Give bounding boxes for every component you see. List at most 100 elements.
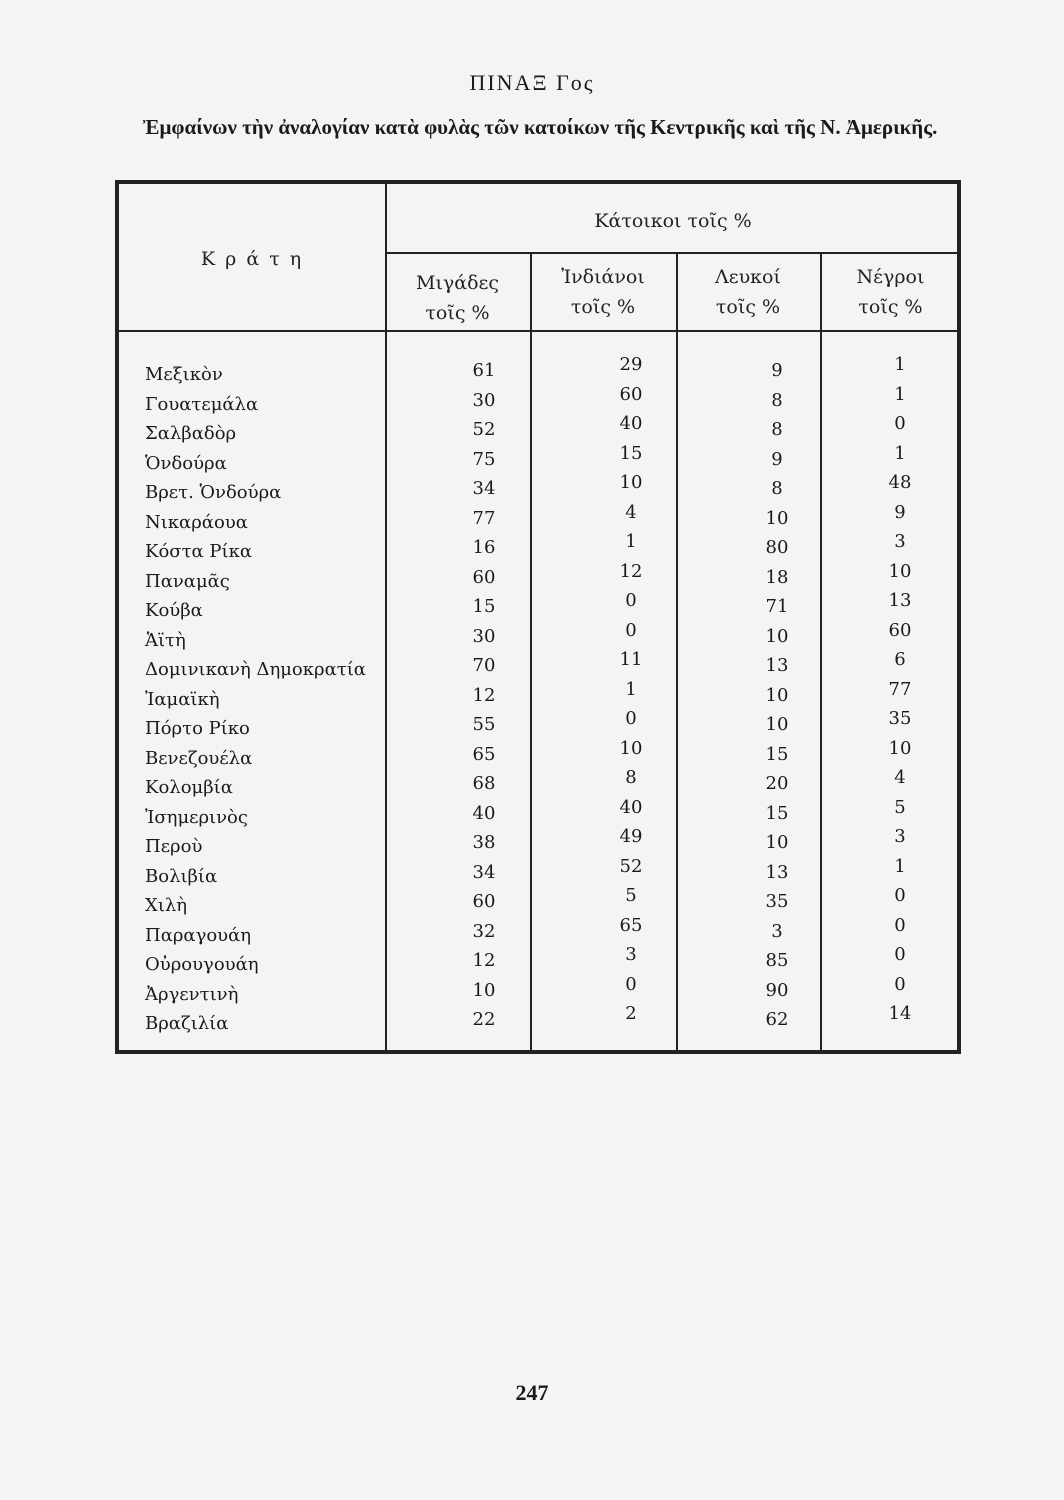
header-group: Κάτοικοι τοῖς % [594,210,752,232]
header-label: Λευκοί [715,266,781,288]
column-divider [385,184,387,1050]
blacks-percent: 14 [888,1003,912,1024]
blacks-percent: 5 [894,796,906,818]
blacks-percent: 77 [888,678,912,700]
whites-percent: 20 [765,773,789,794]
whites-percent: 90 [765,979,789,1001]
state-name: Μεξικὸν [145,364,223,385]
table-row: Νικαράουα 77 4 10 9 [119,502,965,542]
blacks-percent: 1 [894,354,906,375]
blacks-percent: 0 [894,413,906,434]
mixed-percent: 70 [472,655,496,676]
header-indians: Ἰνδιάνοι τοῖς % [530,262,676,322]
whites-percent: 80 [765,537,789,558]
table-row: Χιλὴ 60 5 35 0 [119,885,965,925]
header-label: Νέγροι [856,266,925,288]
state-name: Ἰσημερινὸς [145,806,248,828]
table-row: Οὐρουγουάη 12 3 85 0 [119,944,965,984]
blacks-percent: 9 [894,501,906,523]
table-row: Δομινικανὴ Δημοκρατία 70 11 13 6 [119,649,965,689]
table-row: Παναμᾶς 60 12 18 10 [119,561,965,601]
state-name: Χιλὴ [145,895,188,916]
mixed-percent: 22 [472,1009,496,1030]
table-row: Βενεζουέλα 65 10 15 10 [119,738,965,778]
indians-percent: 11 [619,649,643,670]
indians-percent: 49 [619,826,643,847]
blacks-percent: 1 [894,383,906,405]
table-row: Βραζιλία 22 2 62 14 [119,1003,965,1043]
table-row: Πόρτο Ρίκο 55 0 10 35 [119,708,965,748]
table-row: Ἁϊτὴ 30 0 10 60 [119,620,965,660]
blacks-percent: 1 [894,855,906,877]
header-unit: τοῖς % [570,296,636,318]
state-name: Παραγουάη [145,924,252,946]
column-divider [820,254,822,1050]
indians-percent: 0 [625,590,637,611]
indians-percent: 40 [619,796,643,818]
whites-percent: 18 [765,566,789,588]
whites-percent: 9 [771,360,783,381]
table-row: Βολιβία 34 52 13 1 [119,856,965,896]
blacks-percent: 10 [888,737,912,759]
header-divider [385,252,957,254]
state-name: Παναμᾶς [145,570,230,592]
mixed-percent: 30 [472,389,496,411]
blacks-percent: 10 [888,560,912,582]
mixed-percent: 77 [472,507,496,529]
header-unit: τοῖς % [715,296,781,318]
mixed-percent: 61 [472,360,496,381]
state-name: Βρετ. Ὁνδούρα [145,482,282,503]
indians-percent: 29 [619,354,643,375]
table-row: Ἀργεντινὴ 10 0 90 0 [119,974,965,1014]
header-unit: τοῖς % [425,302,490,324]
indians-percent: 0 [625,619,637,641]
blacks-percent: 3 [894,531,906,552]
mixed-percent: 30 [472,625,496,647]
table-title: ΠΙΝΑΞ Γος [469,70,595,95]
mixed-percent: 75 [472,448,496,470]
table-row: Ἰσημερινὸς 40 40 15 5 [119,797,965,837]
header-whites: Λευκοί τοῖς % [676,262,820,322]
state-name: Νικαράουα [145,511,248,533]
table-row: Ὁνδούρα 75 15 9 1 [119,443,965,483]
indians-percent: 52 [619,855,643,877]
indians-percent: 1 [625,678,637,700]
whites-percent: 10 [765,625,789,647]
whites-percent: 15 [765,743,789,765]
indians-percent: 2 [625,1003,637,1024]
header-label: Μιγάδες [415,272,499,294]
whites-percent: 10 [765,507,789,529]
mixed-percent: 15 [472,596,496,617]
blacks-percent: 60 [888,619,912,641]
mixed-percent: 38 [472,832,496,853]
header-mixed: Μιγάδες τοῖς % [385,268,530,328]
blacks-percent: 0 [894,944,906,965]
table-row: Κούβα 15 0 71 13 [119,590,965,630]
blacks-percent: 48 [888,472,912,493]
blacks-percent: 6 [894,649,906,670]
state-name: Ἁϊτὴ [145,629,186,651]
whites-percent: 85 [765,950,789,971]
state-name: Δομινικανὴ Δημοκρατία [145,659,366,680]
whites-percent: 71 [765,596,789,617]
indians-percent: 12 [619,560,643,582]
mixed-percent: 32 [472,920,496,942]
whites-percent: 10 [765,714,789,735]
blacks-percent: 0 [894,885,906,906]
population-table: Κ ρ ά τ η Κάτοικοι τοῖς % Μιγάδες τοῖς % … [115,180,961,1054]
whites-percent: 35 [765,891,789,912]
blacks-percent: 35 [888,708,912,729]
state-name: Πόρτο Ρίκο [145,718,250,739]
header-divider [119,330,957,332]
indians-percent: 10 [619,737,643,759]
table-row: Μεξικὸν 61 29 9 1 [119,354,965,394]
mixed-percent: 40 [472,802,496,824]
blacks-percent: 4 [894,767,906,788]
page-number: 247 [515,1380,549,1405]
indians-percent: 4 [625,501,637,523]
header-unit: τοῖς % [858,296,923,318]
blacks-percent: 3 [894,826,906,847]
header-label: Ἰνδιάνοι [561,266,645,288]
table-row: Παραγουάη 32 65 3 0 [119,915,965,955]
table-caption: Ἐμφαίνων τὴν ἀναλογίαν κατὰ φυλὰς τῶν κα… [142,115,938,139]
